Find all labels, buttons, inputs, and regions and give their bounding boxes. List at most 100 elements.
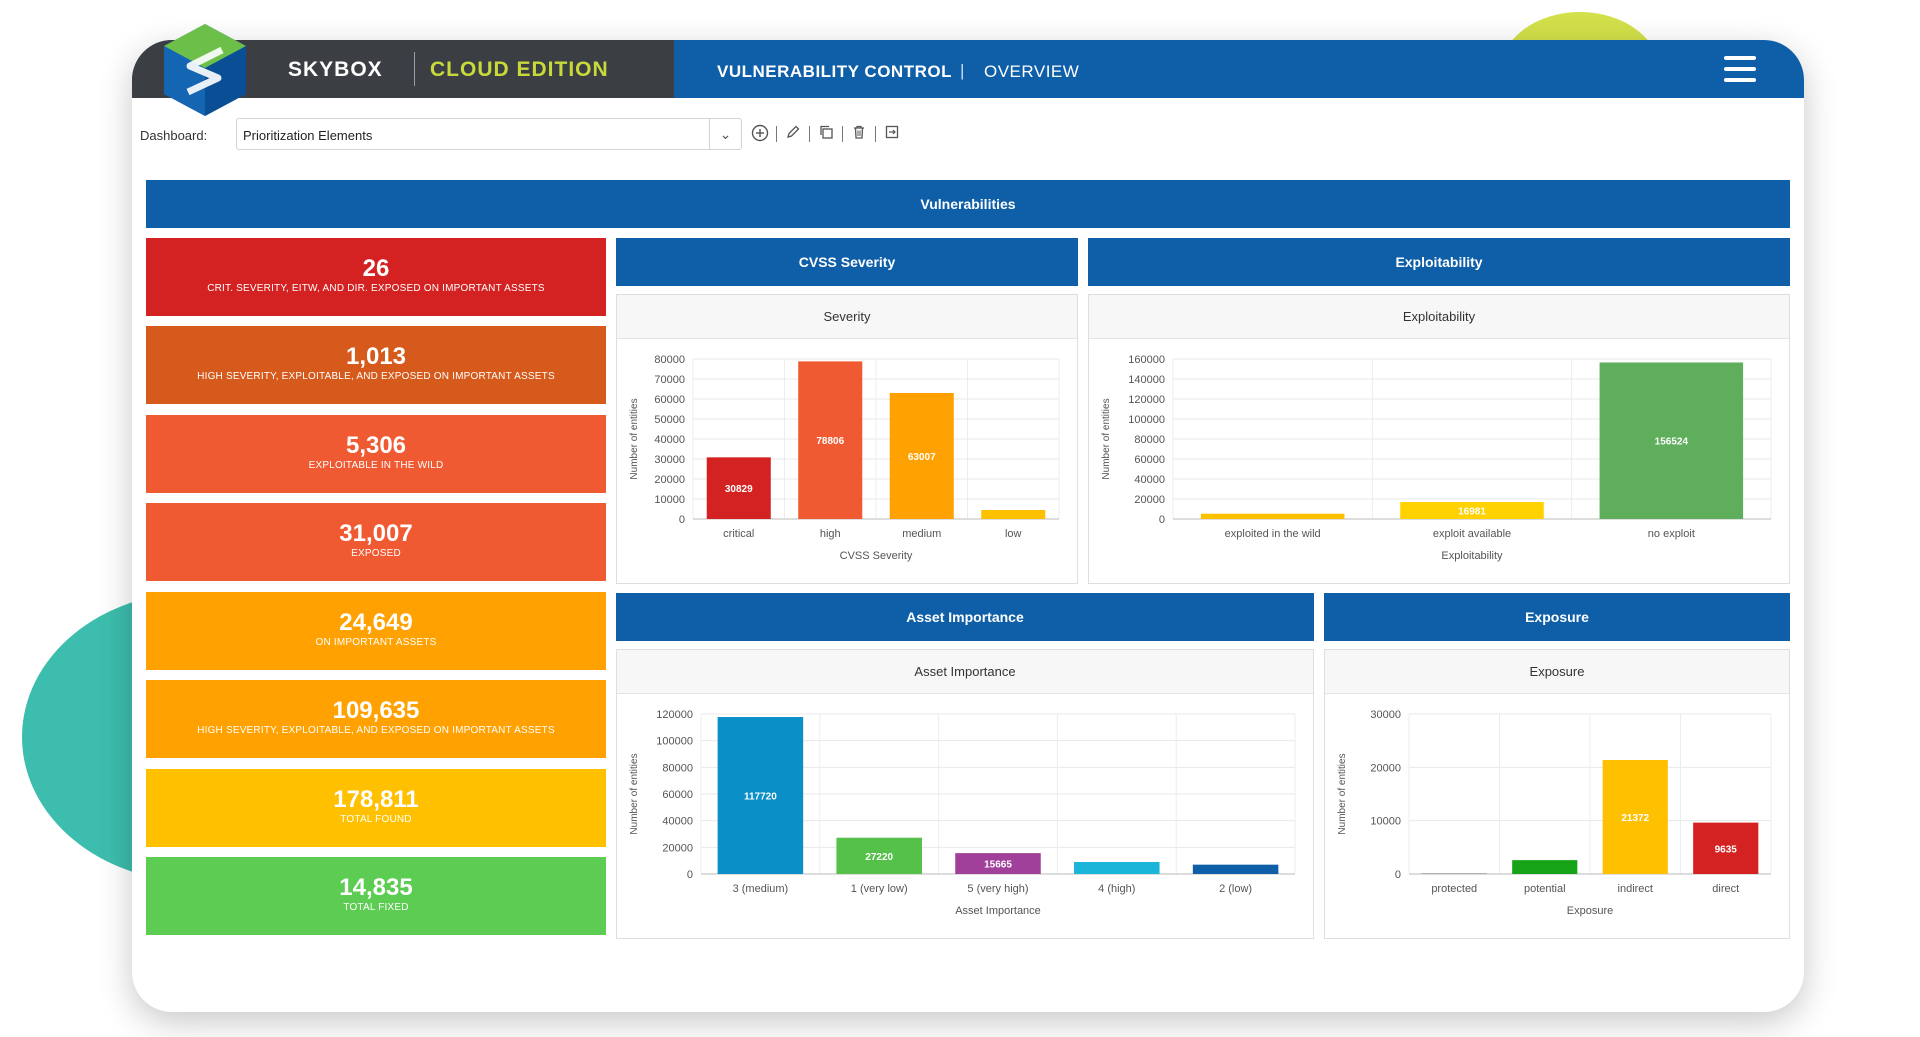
x-axis-title: Asset Importance [955,905,1041,917]
edit-pencil-icon[interactable] [783,124,803,144]
y-tick-label: 40000 [654,434,685,446]
x-tick-label: low [1005,528,1022,540]
hamburger-menu-icon[interactable] [1724,56,1758,84]
bar[interactable] [1602,760,1668,874]
bar[interactable] [1192,864,1279,874]
kpi-label: ON IMPORTANT ASSETS [315,637,437,648]
y-tick-label: 0 [679,514,685,526]
bar[interactable] [889,392,954,519]
bar[interactable] [836,837,922,874]
dashboard-toolbar: Dashboard: Prioritization Elements ⌄ [140,118,1040,152]
x-tick-label: direct [1712,883,1739,895]
bar[interactable] [1400,502,1544,519]
nav-subtitle[interactable]: OVERVIEW [984,62,1080,81]
bar-data-label: 9635 [1715,844,1738,855]
toolbar-divider [776,126,777,142]
bar-data-label: 16981 [1458,507,1486,518]
x-tick-label: 5 (very high) [967,883,1028,895]
brand-edition: CLOUD EDITION [430,58,609,81]
kpi-tile[interactable]: 109,635 HIGH SEVERITY, EXPLOITABLE, AND … [146,680,606,758]
kpi-tile[interactable]: 178,811 TOTAL FOUND [146,769,606,847]
kpi-tile[interactable]: 5,306 EXPLOITABLE IN THE WILD [146,415,606,493]
dashboard-select[interactable]: Prioritization Elements ⌄ [236,118,742,150]
exploitability-section-title: Exploitability [1395,254,1483,270]
bar-data-label: 27220 [865,852,893,863]
kpi-tile[interactable]: 31,007 EXPOSED [146,503,606,581]
y-axis-title: Number of entities [1101,398,1112,479]
y-tick-label: 10000 [1370,816,1401,828]
bar[interactable] [798,361,863,519]
vulnerabilities-section-header: Vulnerabilities [146,180,1790,228]
bar[interactable] [1200,513,1345,519]
exploitability-chart-title: Exploitability [1089,295,1789,339]
y-tick-label: 80000 [654,354,685,366]
y-tick-label: 140000 [1128,374,1165,386]
cvss-section-header: CVSS Severity [616,238,1078,286]
export-icon[interactable] [882,124,902,144]
bar[interactable] [955,853,1041,874]
brand-divider [414,52,415,86]
bar-data-label: 156524 [1655,437,1689,448]
exposure-chart-title: Exposure [1325,650,1789,694]
y-tick-label: 100000 [1128,414,1165,426]
toolbar-divider [842,126,843,142]
kpi-tile[interactable]: 26 CRIT. SEVERITY, EITW, AND DIR. EXPOSE… [146,238,606,316]
kpi-value: 31,007 [339,520,413,547]
app-window: SKYBOX CLOUD EDITION VULNERABILITY CONTR… [132,40,1804,1012]
top-bar: SKYBOX CLOUD EDITION VULNERABILITY CONTR… [132,40,1804,98]
kpi-value: 26 [362,255,390,282]
y-tick-label: 120000 [656,709,693,721]
bar[interactable] [1074,862,1160,874]
copy-icon[interactable] [816,124,836,144]
kpi-label: HIGH SEVERITY, EXPLOITABLE, AND EXPOSED … [197,371,555,382]
y-tick-label: 80000 [1134,434,1165,446]
y-axis-title: Number of entities [629,398,640,479]
x-axis-title: Exploitability [1441,550,1503,562]
kpi-label: TOTAL FIXED [343,902,409,913]
kpi-value: 24,649 [339,609,413,636]
bar[interactable] [1599,362,1744,519]
bar-data-label: 15665 [984,860,1012,871]
y-tick-label: 20000 [662,842,693,854]
severity-chart-panel: Severity 0 10000 20000 30000 40000 50000 60000… [616,294,1078,584]
x-tick-label: 4 (high) [1098,883,1135,895]
y-tick-label: 20000 [1370,762,1401,774]
y-tick-label: 40000 [662,816,693,828]
bar-data-label: 30829 [725,484,753,495]
exposure-chart-panel: Exposure 0 10000 20000 30000 protected potent… [1324,649,1790,939]
bar[interactable] [1693,822,1759,874]
bar[interactable] [717,717,804,874]
y-tick-label: 80000 [662,762,693,774]
kpi-label: EXPOSED [351,548,401,559]
x-tick-label: 1 (very low) [851,883,908,895]
asset-importance-chart-panel: Asset Importance 0 20000 40000 60000 80000 10… [616,649,1314,939]
y-tick-label: 20000 [1134,494,1165,506]
asset-importance-chart-title: Asset Importance [617,650,1313,694]
y-tick-label: 0 [1395,869,1401,881]
trash-icon[interactable] [849,124,869,144]
y-tick-label: 160000 [1128,354,1165,366]
x-tick-label: 3 (medium) [733,883,789,895]
add-circle-icon[interactable] [750,124,770,144]
y-axis-title: Number of entities [1337,753,1348,834]
bar[interactable] [706,457,771,519]
bar-data-label: 78806 [816,436,844,447]
bar[interactable] [981,510,1046,519]
bar[interactable] [1421,873,1487,874]
y-axis-title: Number of entities [629,753,640,834]
bar[interactable] [1512,860,1578,874]
kpi-tile[interactable]: 1,013 HIGH SEVERITY, EXPLOITABLE, AND EX… [146,326,606,404]
nav-title[interactable]: VULNERABILITY CONTROL [717,62,952,81]
x-axis-title: Exposure [1567,905,1613,917]
x-tick-label: indirect [1618,883,1653,895]
exposure-chart: 0 10000 20000 30000 protected potential 21372 i… [1337,709,1772,917]
chevron-down-icon[interactable]: ⌄ [709,119,741,149]
x-axis-title: CVSS Severity [840,550,913,562]
kpi-value: 178,811 [333,786,419,813]
kpi-tile[interactable]: 14,835 TOTAL FIXED [146,857,606,935]
y-tick-label: 20000 [654,474,685,486]
cvss-section-title: CVSS Severity [798,254,896,270]
kpi-tile[interactable]: 24,649 ON IMPORTANT ASSETS [146,592,606,670]
brand-name: SKYBOX [288,58,383,81]
